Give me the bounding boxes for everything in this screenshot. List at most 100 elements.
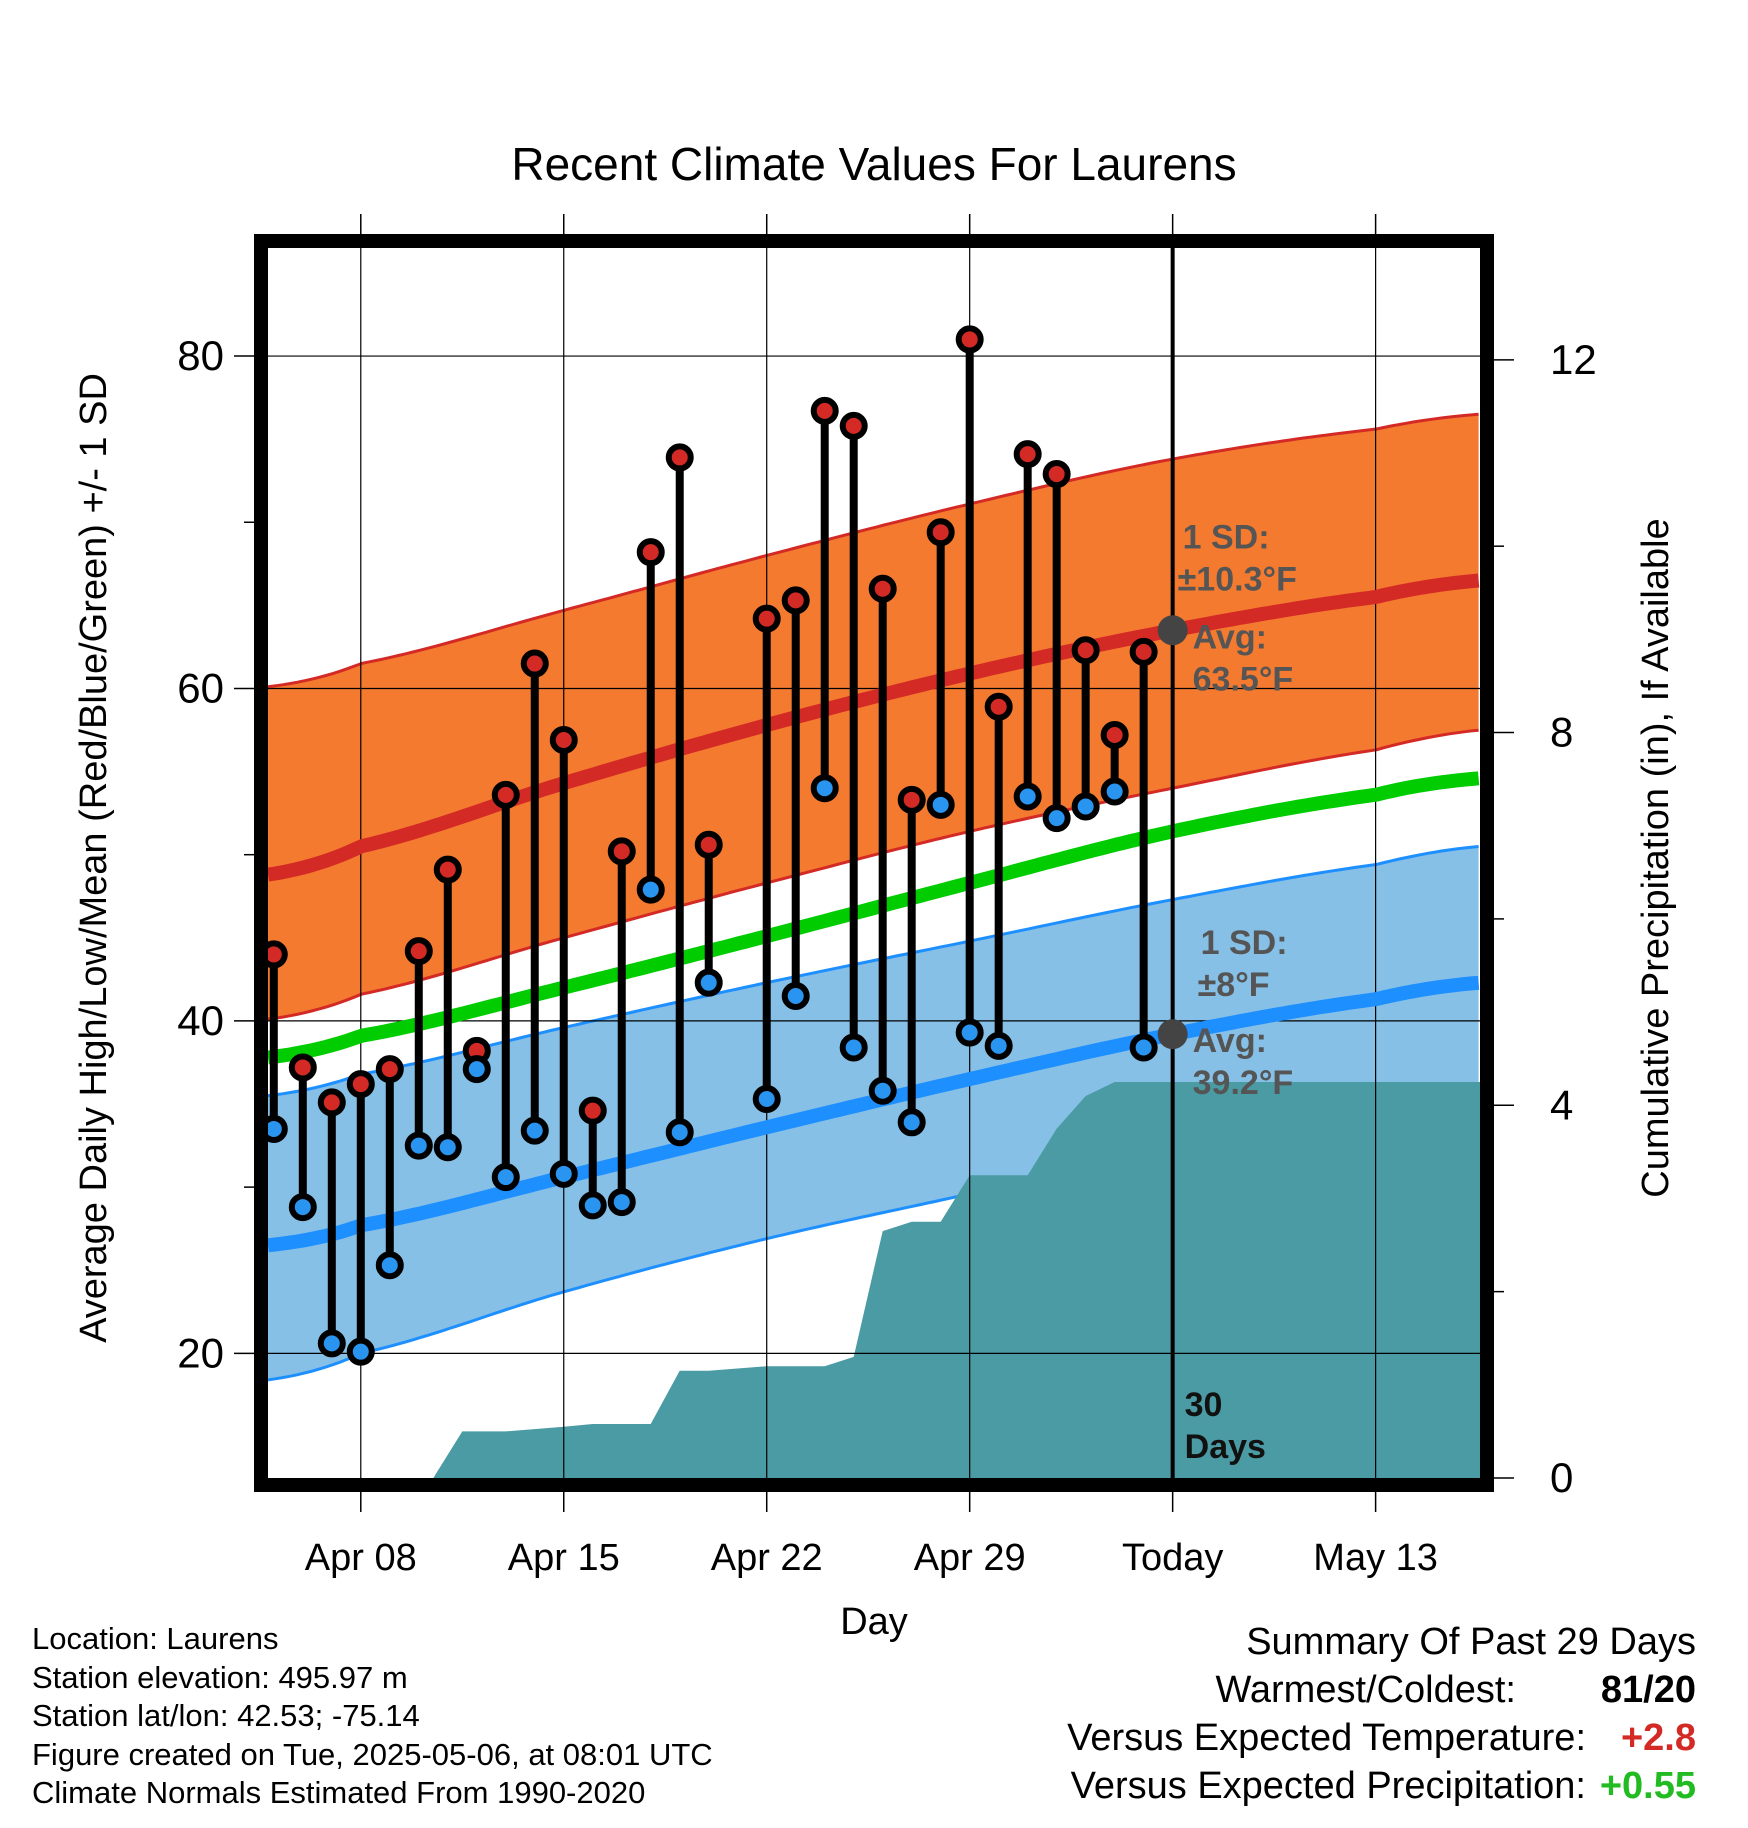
daily-low-point: [1013, 782, 1042, 811]
daily-low-point: [955, 1018, 984, 1047]
daily-low-point: [926, 790, 955, 819]
daily-low-point: [491, 1163, 520, 1192]
mean-normal-line: [268, 771, 1480, 1065]
chart-title: Recent Climate Values For Laurens: [511, 138, 1236, 190]
daily-low-point: [317, 1329, 346, 1358]
daily-high-point: [1042, 460, 1071, 489]
low-sd-value: ±8°F: [1198, 966, 1270, 1004]
daily-high-point: [810, 396, 839, 425]
days-count-label: 30: [1185, 1386, 1223, 1424]
temp-label: Versus Expected Temperature:: [1067, 1717, 1586, 1759]
summary-precip-row: Versus Expected Precipitation: +0.55: [1067, 1762, 1696, 1810]
daily-low-point: [288, 1193, 317, 1222]
warm-cold-value: 81/20: [1600, 1669, 1696, 1711]
daily-high-point: [781, 586, 810, 615]
precip-value: +0.55: [1599, 1765, 1696, 1807]
daily-high-point: [1071, 636, 1100, 665]
daily-low-point: [375, 1251, 404, 1280]
daily-low-point: [549, 1159, 578, 1188]
daily-low-point: [607, 1188, 636, 1217]
daily-high-point: [491, 780, 520, 809]
y-tick-label-left: 20: [177, 1329, 224, 1376]
summary-temp-row: Versus Expected Temperature: +2.8: [1067, 1714, 1696, 1762]
x-tick-label: Apr 08: [305, 1537, 417, 1579]
daily-low-point: [636, 875, 665, 904]
daily-low-point: [810, 774, 839, 803]
plot-content: 1 SD: ±10.3°F Avg: 63.5°F 1 SD: ±8°F Avg: 39.2°…: [268, 248, 1480, 1478]
x-tick-label: Apr 22: [711, 1537, 823, 1579]
summary-heading: Summary Of Past 29 Days: [1246, 1621, 1696, 1663]
high-sd-value: ±10.3°F: [1178, 560, 1297, 598]
summary-panel: Summary Of Past 29 Days Warmest/Coldest:…: [1067, 1618, 1696, 1810]
daily-high-point: [665, 443, 694, 472]
daily-low-point: [1042, 804, 1071, 833]
daily-high-point: [868, 574, 897, 603]
y-tick-label-right: 4: [1550, 1081, 1573, 1128]
high-sd-band: [268, 414, 1479, 1020]
daily-low-point: [752, 1085, 781, 1114]
daily-high-point: [317, 1088, 346, 1117]
daily-low-point: [665, 1118, 694, 1147]
daily-high-point: [1100, 721, 1129, 750]
daily-low-point: [520, 1116, 549, 1145]
normals-text: Climate Normals Estimated From 1990-2020: [32, 1775, 646, 1810]
low-sd-band: [268, 846, 1479, 1380]
daily-high-point: [288, 1053, 317, 1082]
daily-high-point: [926, 518, 955, 547]
plot-area: 1 SD: ±10.3°F Avg: 63.5°F 1 SD: ±8°F Avg: 39.2°…: [177, 214, 1597, 1579]
created-text: Figure created on Tue, 2025-05-06, at 08…: [32, 1736, 713, 1772]
location-text: Location: Laurens: [32, 1621, 279, 1656]
daily-high-point: [375, 1055, 404, 1084]
daily-low-point: [404, 1131, 433, 1160]
y-tick-label-right: 8: [1550, 709, 1573, 756]
y-tick-label-left: 80: [177, 332, 224, 379]
high-avg-label: Avg:: [1193, 618, 1267, 656]
daily-high-point: [520, 649, 549, 678]
latlon-text: Station lat/lon: 42.53; -75.14: [32, 1698, 420, 1733]
daily-low-point: [694, 968, 723, 997]
low-avg-dot: [1157, 1019, 1188, 1050]
daily-low-point: [781, 981, 810, 1010]
daily-high-point: [897, 785, 926, 814]
daily-high-point: [346, 1070, 375, 1099]
y-tick-label-right: 0: [1550, 1454, 1573, 1501]
daily-low-point: [433, 1133, 462, 1162]
precip-area: [268, 1082, 1480, 1478]
daily-high-point: [984, 692, 1013, 721]
daily-high-point: [839, 411, 868, 440]
x-tick-label: Today: [1122, 1537, 1223, 1579]
daily-low-point: [346, 1337, 375, 1366]
daily-high-point: [636, 538, 665, 567]
elevation-text: Station elevation: 495.97 m: [32, 1659, 408, 1695]
daily-low-point: [1071, 792, 1100, 821]
daily-high-point: [433, 855, 462, 884]
x-tick-label: Apr 15: [508, 1537, 620, 1579]
x-axis-label: Day: [840, 1601, 908, 1643]
high-upper-line: [268, 412, 1479, 689]
y-tick-label-right: 12: [1550, 336, 1597, 383]
daily-high-point: [694, 830, 723, 859]
daily-low-point: [578, 1191, 607, 1220]
plot-frame: [254, 234, 1494, 1492]
temp-value: +2.8: [1620, 1717, 1696, 1759]
low-sd-label: 1 SD:: [1201, 924, 1288, 962]
precip-label: Versus Expected Precipitation:: [1070, 1765, 1586, 1807]
days-word-label: Days: [1185, 1428, 1266, 1466]
x-tick-label: May 13: [1313, 1537, 1438, 1579]
daily-low-point: [1100, 777, 1129, 806]
station-info: Location: Laurens Station elevation: 495…: [32, 1620, 713, 1813]
daily-high-point: [549, 726, 578, 754]
daily-high-point: [955, 325, 984, 354]
y-tick-label-left: 40: [177, 997, 224, 1044]
daily-high-point: [752, 604, 781, 633]
y-axis-right-label: Cumulative Precipitation (in), If Availa…: [1635, 518, 1677, 1197]
daily-low-point: [1129, 1033, 1158, 1062]
daily-high-point: [404, 937, 433, 966]
daily-high-point: [1013, 440, 1042, 469]
daily-high-point: [1129, 637, 1158, 666]
daily-high-point: [607, 837, 636, 866]
high-lower-line: [268, 728, 1479, 1021]
warm-cold-label: Warmest/Coldest:: [1215, 1669, 1516, 1711]
daily-low-point: [462, 1055, 491, 1084]
